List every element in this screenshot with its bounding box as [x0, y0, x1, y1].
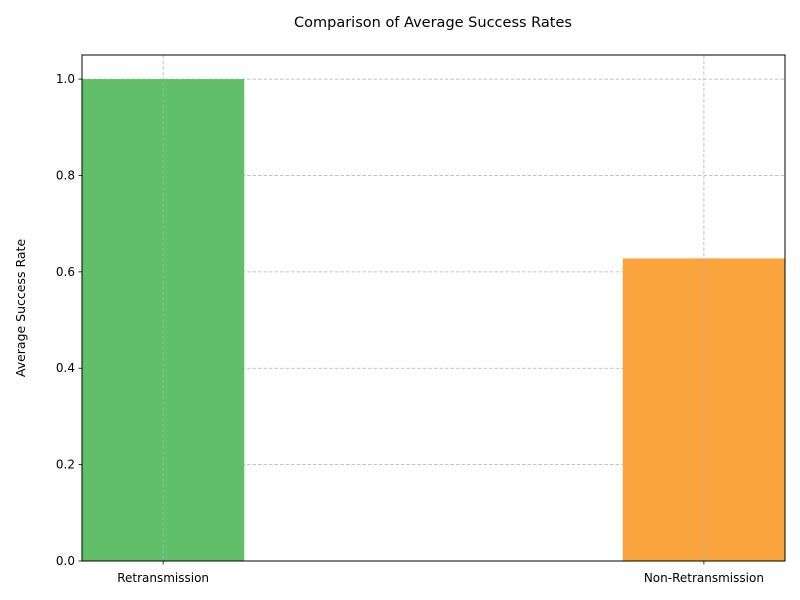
- y-tick-label: 0.2: [56, 458, 75, 472]
- y-tick-label: 0.4: [56, 361, 75, 375]
- bars: [82, 79, 785, 561]
- y-tick-label: 0.0: [56, 554, 75, 568]
- x-tick-label: Non-Retransmission: [644, 571, 764, 585]
- y-tick-label: 0.6: [56, 265, 75, 279]
- plot-frame: [81, 54, 786, 562]
- chart-title: Comparison of Average Success Rates: [294, 15, 572, 31]
- vertical-grid-lines: [162, 55, 705, 561]
- y-axis-ticks: 0.0 0.2 0.4 0.6 0.8 1.0: [56, 72, 82, 568]
- y-tick-label: 1.0: [56, 72, 75, 86]
- x-tick-label: Retransmission: [117, 571, 209, 585]
- y-tick-label: 0.8: [56, 168, 75, 182]
- y-axis-label: Average Success Rate: [13, 239, 28, 378]
- x-axis-ticks: Retransmission Non-Retransmission: [117, 561, 764, 585]
